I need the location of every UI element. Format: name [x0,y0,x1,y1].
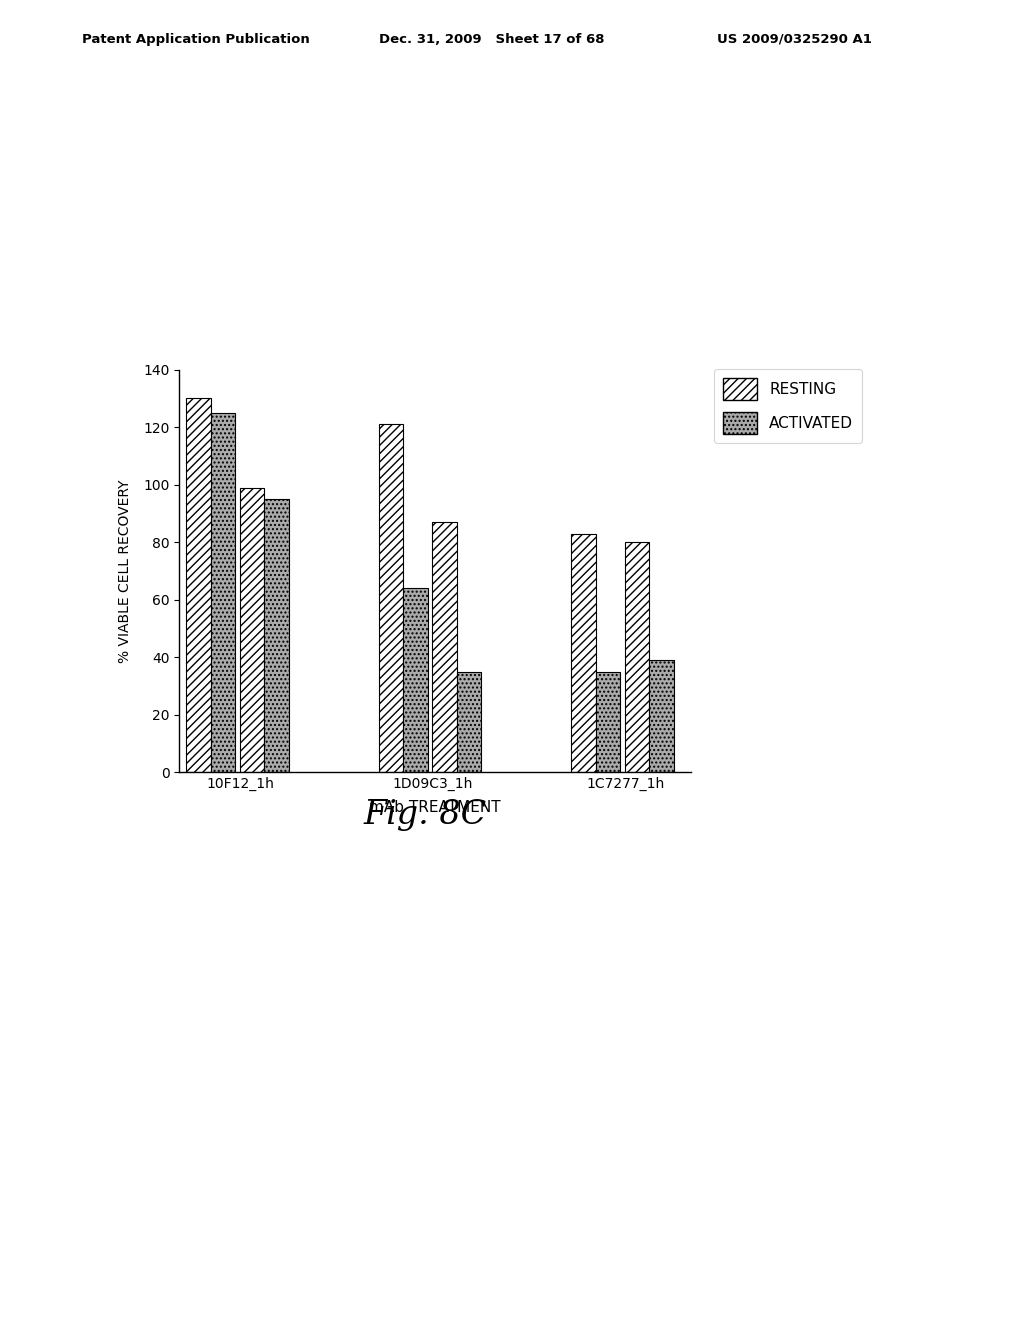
Bar [625,543,649,772]
Bar [240,487,264,772]
Bar [596,672,621,772]
Bar [649,660,674,772]
Text: US 2009/0325290 A1: US 2009/0325290 A1 [717,33,871,46]
Text: Dec. 31, 2009   Sheet 17 of 68: Dec. 31, 2009 Sheet 17 of 68 [379,33,604,46]
Bar [264,499,289,772]
Text: Fig. 8C: Fig. 8C [364,799,486,830]
Bar [211,413,236,772]
Bar [403,589,428,772]
Text: Patent Application Publication: Patent Application Publication [82,33,309,46]
X-axis label: mAb TREATMENT: mAb TREATMENT [370,800,501,814]
Legend: RESTING, ACTIVATED: RESTING, ACTIVATED [714,370,862,444]
Bar [186,399,211,772]
Bar [571,533,596,772]
Bar [379,424,403,772]
Bar [432,521,457,772]
Y-axis label: % VIABLE CELL RECOVERY: % VIABLE CELL RECOVERY [118,479,132,663]
Bar [457,672,481,772]
